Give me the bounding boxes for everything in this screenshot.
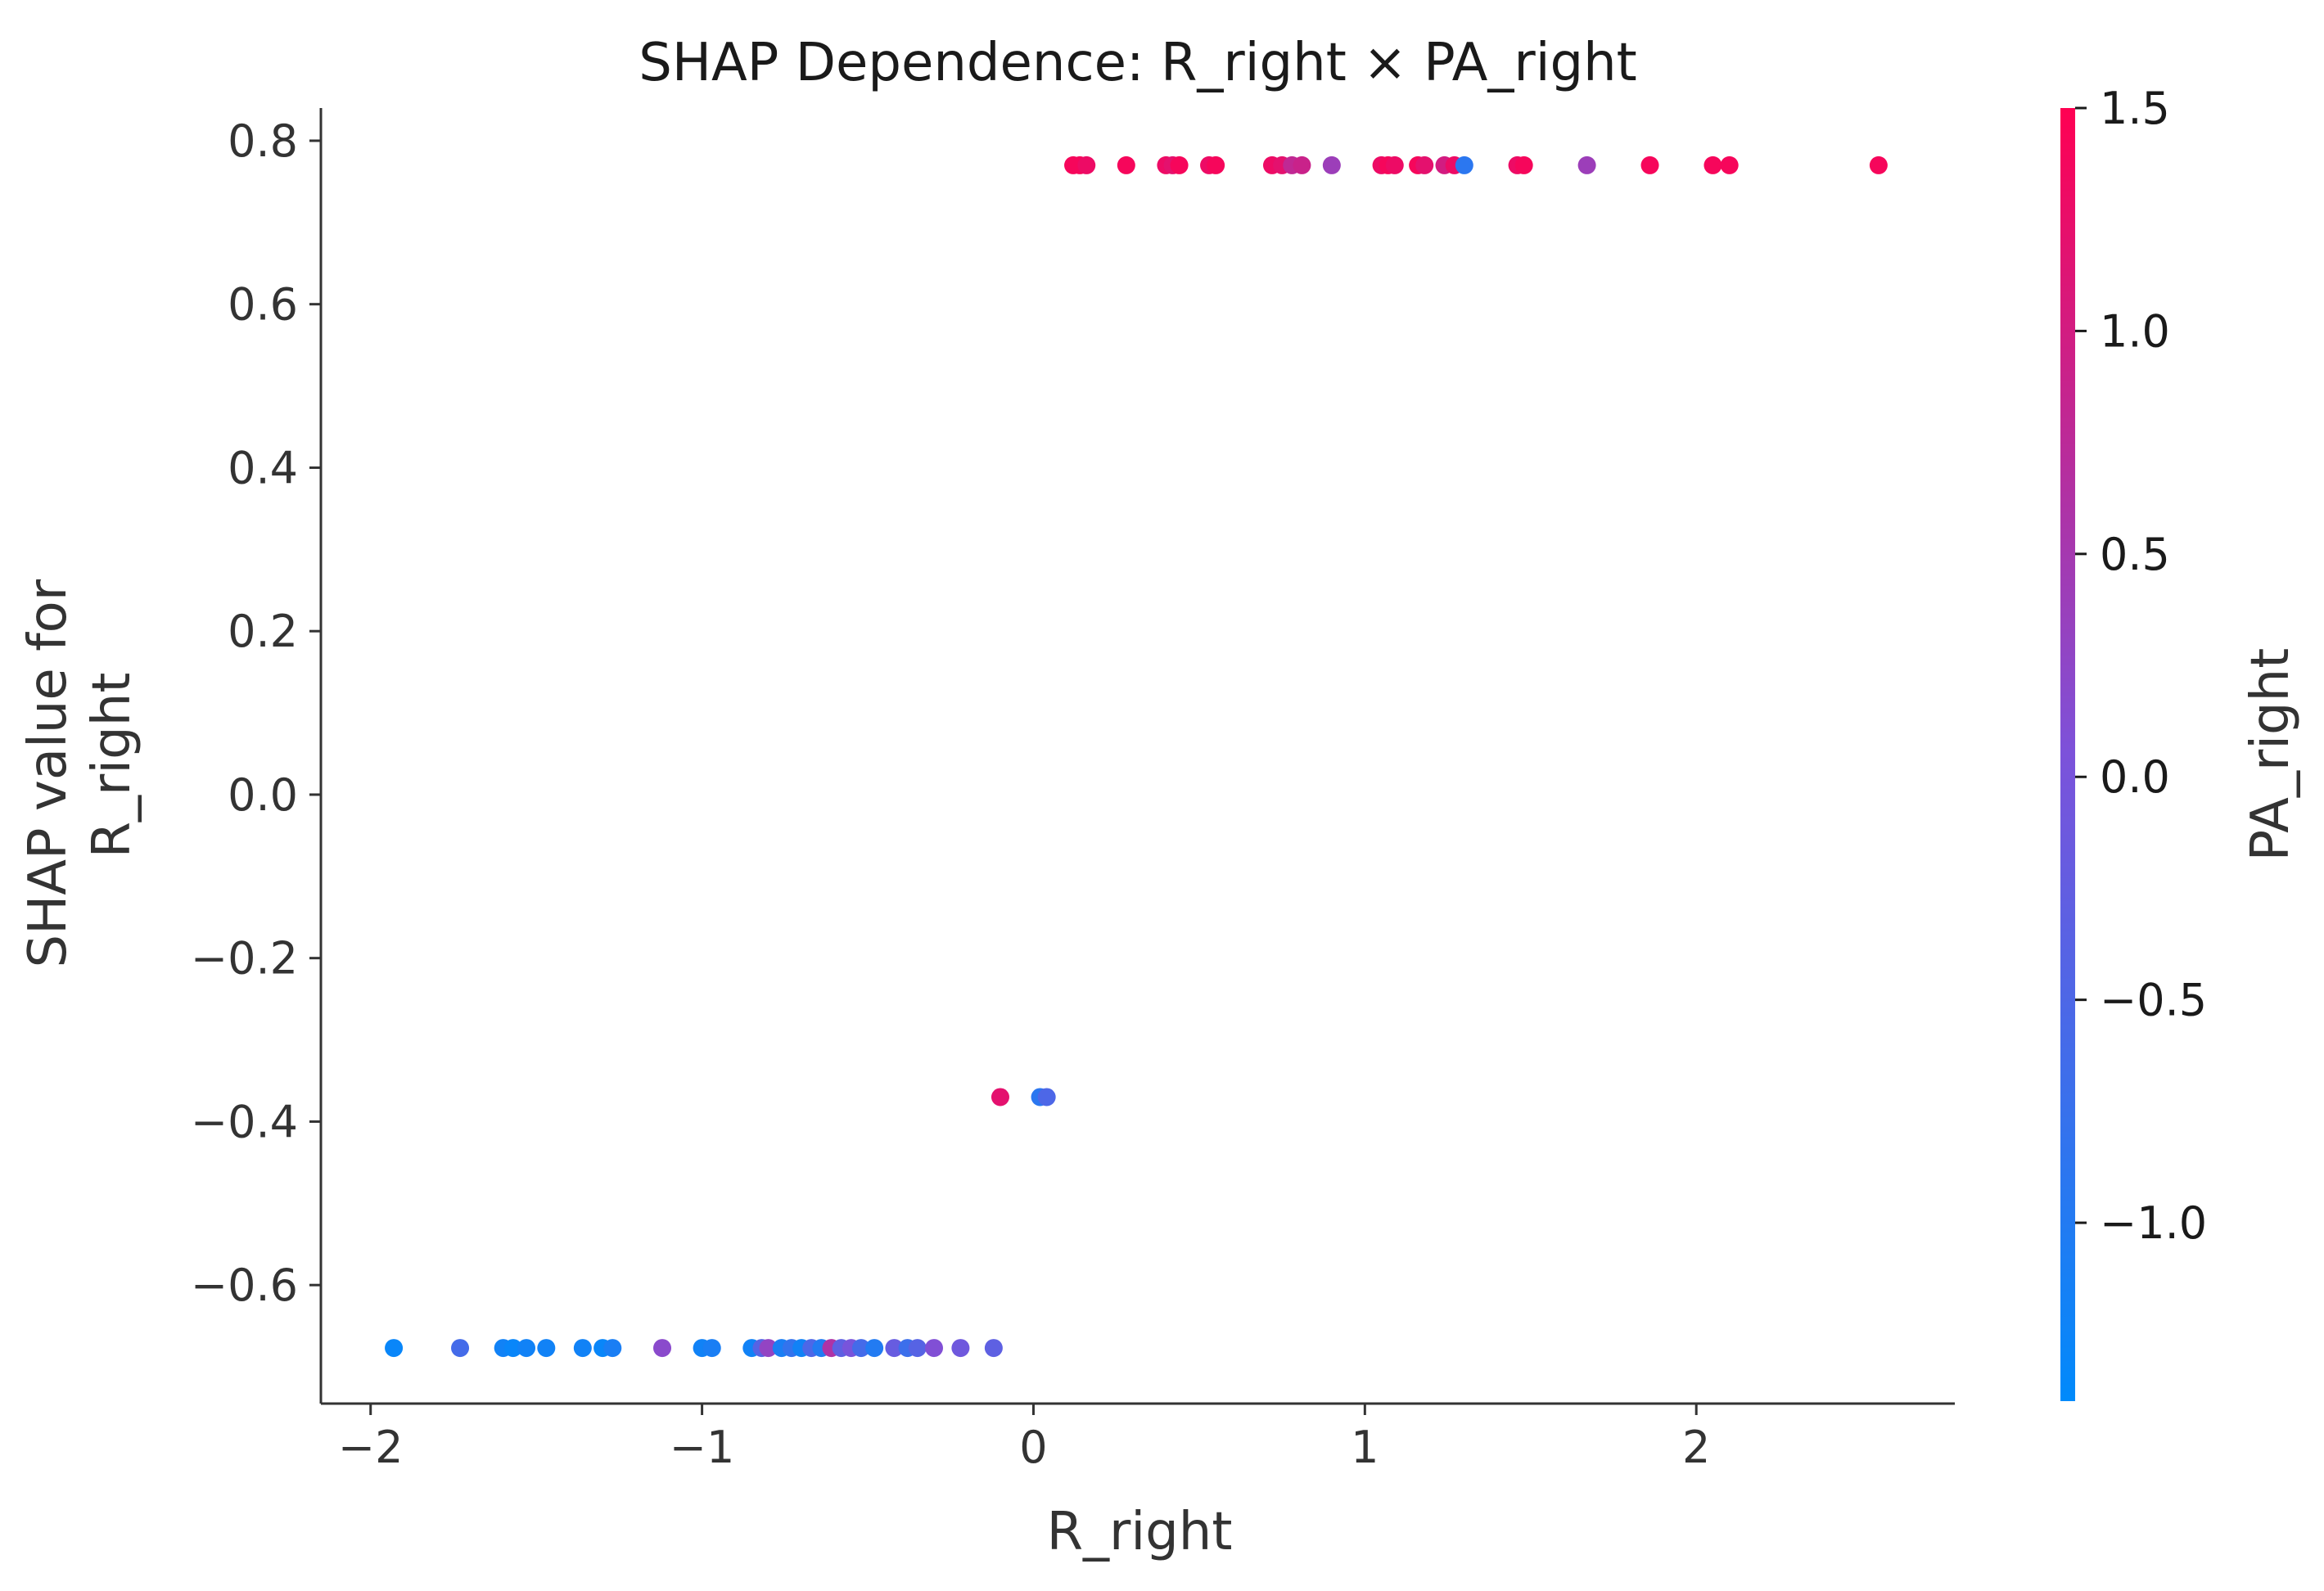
colorbar-tick-label: −1.0 <box>2100 1197 2207 1249</box>
scatter-point <box>1117 155 1135 174</box>
scatter-point <box>759 1339 778 1358</box>
colorbar-tick-label: 0.0 <box>2100 751 2170 803</box>
scatter-point <box>908 1339 927 1358</box>
scatter-point <box>865 1339 884 1358</box>
scatter-point <box>503 1339 522 1358</box>
chart-title: SHAP Dependence: R_right × PA_right <box>639 33 1637 93</box>
x-tick-label: −1 <box>670 1422 735 1473</box>
colorbar-tick-label: 1.5 <box>2100 83 2170 134</box>
y-axis-label-line-1: SHAP value for <box>18 579 79 967</box>
colorbar <box>2060 108 2075 1401</box>
scatter-point <box>1640 155 1659 174</box>
x-tick-label: 2 <box>1682 1422 1710 1473</box>
x-tick-label: 0 <box>1019 1422 1047 1473</box>
scatter-point <box>451 1339 470 1358</box>
y-tick-label: 0.4 <box>228 442 298 494</box>
scatter-point <box>925 1339 944 1358</box>
scatter-point <box>984 1339 1003 1358</box>
y-tick-label: −0.4 <box>191 1096 298 1147</box>
x-axis-ticks: −2 −1 0 1 2 <box>338 1404 1710 1473</box>
x-tick-label: 1 <box>1351 1422 1379 1473</box>
scatter-point <box>653 1339 672 1358</box>
scatter-point <box>885 1339 904 1358</box>
scatter-point <box>1415 155 1434 174</box>
y-tick-label: 0.6 <box>228 279 298 331</box>
scatter-point <box>1207 155 1225 174</box>
colorbar-tick-label: 0.5 <box>2100 529 2170 580</box>
scatter-point <box>951 1339 970 1358</box>
scatter-point <box>1704 155 1722 174</box>
scatter-point <box>1322 155 1341 174</box>
scatter-point <box>1869 155 1888 174</box>
scatter-point <box>991 1088 1009 1106</box>
colorbar-ticks: 1.5 1.0 0.5 0.0 −0.5 −1.0 <box>2075 83 2207 1249</box>
scatter-point <box>517 1339 536 1358</box>
y-axis-label: SHAP value for R_right <box>18 563 142 968</box>
x-tick-label: −2 <box>338 1422 404 1473</box>
scatter-point <box>1077 155 1096 174</box>
scatter-point <box>1385 155 1404 174</box>
colorbar-label: PA_right <box>2241 648 2301 862</box>
scatter-points <box>385 155 1888 1358</box>
colorbar-tick-label: −0.5 <box>2100 975 2207 1026</box>
x-axis-label: R_right <box>1047 1502 1233 1562</box>
scatter-point <box>1037 1088 1056 1106</box>
scatter-point <box>702 1339 721 1358</box>
y-tick-label: 0.2 <box>228 606 298 657</box>
y-tick-label: 0.8 <box>228 115 298 167</box>
scatter-point <box>1577 155 1596 174</box>
colorbar-tick-label: 1.0 <box>2100 305 2170 357</box>
scatter-point <box>385 1339 404 1358</box>
scatter-point <box>537 1339 556 1358</box>
scatter-point <box>573 1339 592 1358</box>
scatter-point <box>1720 155 1739 174</box>
scatter-point <box>1293 155 1311 174</box>
scatter-point <box>1514 155 1533 174</box>
scatter-point <box>851 1339 870 1358</box>
scatter-point <box>1170 155 1189 174</box>
scatter-point <box>1455 155 1473 174</box>
y-axis-ticks: 0.8 0.6 0.4 0.2 0.0 −0.2 −0.4 −0.6 <box>191 115 321 1311</box>
y-axis-label-line-2: R_right <box>82 673 142 859</box>
y-tick-label: 0.0 <box>228 769 298 821</box>
y-tick-label: −0.2 <box>191 933 298 985</box>
y-tick-label: −0.6 <box>191 1260 298 1311</box>
scatter-point <box>603 1339 622 1358</box>
